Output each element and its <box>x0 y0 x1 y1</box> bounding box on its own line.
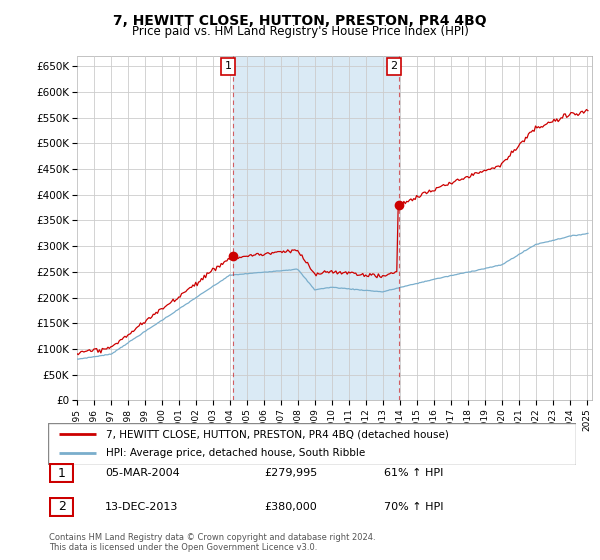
Text: 1: 1 <box>224 61 232 71</box>
Text: This data is licensed under the Open Government Licence v3.0.: This data is licensed under the Open Gov… <box>49 543 317 552</box>
Text: 13-DEC-2013: 13-DEC-2013 <box>105 502 178 512</box>
Text: 05-MAR-2004: 05-MAR-2004 <box>105 468 180 478</box>
Text: HPI: Average price, detached house, South Ribble: HPI: Average price, detached house, Sout… <box>106 449 365 459</box>
Text: 7, HEWITT CLOSE, HUTTON, PRESTON, PR4 4BQ (detached house): 7, HEWITT CLOSE, HUTTON, PRESTON, PR4 4B… <box>106 429 449 439</box>
Text: £380,000: £380,000 <box>264 502 317 512</box>
Text: 2: 2 <box>58 500 66 514</box>
Text: 2: 2 <box>390 61 397 71</box>
FancyBboxPatch shape <box>50 498 73 516</box>
Text: 1: 1 <box>58 466 66 480</box>
Text: 7, HEWITT CLOSE, HUTTON, PRESTON, PR4 4BQ: 7, HEWITT CLOSE, HUTTON, PRESTON, PR4 4B… <box>113 14 487 28</box>
Text: £279,995: £279,995 <box>264 468 317 478</box>
FancyBboxPatch shape <box>50 464 73 482</box>
Text: Contains HM Land Registry data © Crown copyright and database right 2024.: Contains HM Land Registry data © Crown c… <box>49 533 376 542</box>
FancyBboxPatch shape <box>48 423 576 465</box>
Bar <box>233 56 399 400</box>
Text: 70% ↑ HPI: 70% ↑ HPI <box>384 502 443 512</box>
Text: 61% ↑ HPI: 61% ↑ HPI <box>384 468 443 478</box>
Text: Price paid vs. HM Land Registry's House Price Index (HPI): Price paid vs. HM Land Registry's House … <box>131 25 469 38</box>
